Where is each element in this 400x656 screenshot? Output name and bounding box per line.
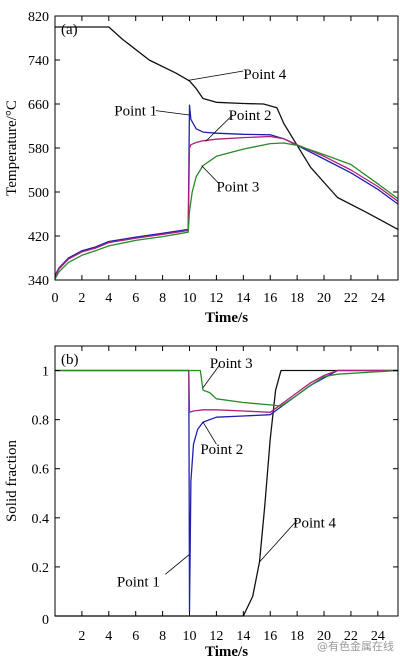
panel-a-y-axis-label: Temperature/°C [4,100,20,196]
panel-a-annotation-point-4: Point 4 [243,67,286,83]
panel-a-annotation-point-2: Point 2 [229,108,272,124]
panel-a-annotation-point-1: Point 1 [114,104,157,120]
panel-b-annotation-leader [259,520,298,563]
panel-a-x-tick-label: 16 [263,291,277,306]
panel-a-x-tick-label: 24 [371,291,385,306]
panel-b-series-point-4-line [55,369,398,617]
panel-a-y-tick-label: 420 [28,230,49,245]
panel-b-x-tick-label: 4 [105,629,112,644]
panel-a-x-tick-label: 6 [132,291,139,306]
panel-a-x-tick-label: 10 [183,291,197,306]
panel-a-panel-label: (a) [61,22,78,38]
panel-a-x-tick-label: 4 [105,291,112,306]
panel-b-y-tick-label: 0.8 [32,414,50,429]
panel-a-x-axis-label: Time/s [205,310,248,326]
panel-a-y-tick-label: 820 [28,10,49,25]
panel-a-annotation-leader [201,165,220,185]
panel-b-x-tick-label: 24 [371,629,385,644]
panel-b-annotation-leader [202,365,220,388]
panel-b-annotation-point-4: Point 4 [293,516,336,532]
panel-b-x-tick-label: 20 [317,629,331,644]
panel-b-plot-frame [54,345,399,617]
panel-b-annotation-leader [165,554,190,575]
panel-b-x-tick-label: 14 [236,629,250,644]
panel-b-series-point-2-line [55,369,398,413]
panel-a-x-tick-label: 12 [209,291,223,306]
panel-a-x-tick-label: 8 [159,291,166,306]
panel-a-x-tick-label: 22 [344,291,358,306]
panel-b-panel-label: (b) [61,352,79,368]
panel-b-annotation-point-2: Point 2 [200,442,243,458]
panel-b-x-tick-label: 6 [132,629,139,644]
panel-a-series-point-4-line [55,26,399,230]
panel-b-x-tick-label: 22 [344,629,358,644]
panel-b-series-point-1-line [55,369,398,612]
panel-b-x-tick-label: 12 [209,629,223,644]
panel-b-series-point-3-line [55,369,399,407]
panel-a-y-tick-label: 500 [28,186,49,201]
panel-a-y-tick-label: 340 [28,274,49,289]
panel-b-origin-label: 0 [42,613,49,628]
watermark: @有色金属在线 [317,640,394,653]
panel-a-x-tick-label: 0 [52,291,59,306]
panel-a-series-point-1-line [54,104,399,276]
panel-a-y-tick-label: 660 [28,98,49,113]
panel-b-annotation-leader [202,421,217,445]
panel-a-x-tick-label: 18 [290,291,304,306]
panel-b-x-tick-label: 2 [78,629,85,644]
panel-a-x-tick-label: 2 [78,291,85,306]
panel-b-y-tick-label: 0.6 [32,463,50,478]
panel-a-series-point-2-line [54,135,399,277]
panel-b-x-tick-label: 16 [263,629,277,644]
panel-a-plot-frame [54,15,399,281]
panel-b-x-tick-label: 10 [183,629,197,644]
panel-a-y-tick-label: 740 [28,54,49,69]
panel-b-y-tick-label: 1 [42,365,49,380]
panel-b-x-tick-label: 8 [159,629,166,644]
panel-b-y-tick-label: 0.4 [32,512,50,527]
panel-a-annotation-leader [188,70,244,81]
panel-a-annotation-point-3: Point 3 [216,180,259,196]
panel-a-x-tick-label: 20 [317,291,331,306]
panel-a-y-tick-label: 580 [28,142,49,157]
panel-a-annotation-leader [155,110,190,116]
panel-a-series-point-3-line [54,142,399,280]
panel-b-annotation-point-3: Point 3 [210,356,253,372]
panel-a-annotation-leader [205,114,233,142]
panel-a-x-tick-label: 14 [236,291,250,306]
panel-b-x-tick-label: 18 [290,629,304,644]
panel-b-x-axis-label: Time/s [205,644,248,656]
panel-b-annotation-point-1: Point 1 [117,575,160,591]
panel-b-y-axis-label: Solid fraction [4,439,20,522]
panel-b-y-tick-label: 0.2 [32,561,50,576]
